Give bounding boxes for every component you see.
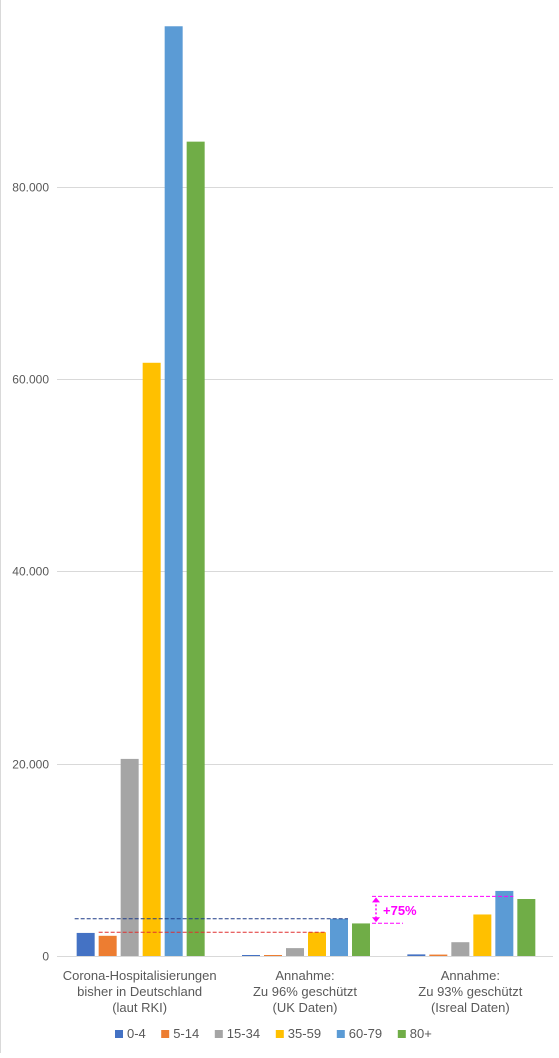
bar bbox=[286, 948, 304, 956]
bar bbox=[308, 932, 326, 956]
bar bbox=[186, 141, 205, 957]
bar bbox=[517, 898, 536, 956]
bar bbox=[242, 955, 260, 956]
legend: 0-4 5-14 15-34 35-59 60-79 80+ bbox=[115, 1026, 432, 1041]
bars bbox=[76, 26, 536, 957]
bar bbox=[330, 918, 348, 956]
y-tick-label: 20.000 bbox=[12, 758, 49, 772]
annotation-label: +75% bbox=[383, 903, 417, 918]
y-tick-label: 60.000 bbox=[12, 373, 49, 387]
legend-label: 35-59 bbox=[288, 1026, 321, 1041]
y-axis-tick-labels: 0 20.000 40.000 60.000 80.000 bbox=[12, 181, 49, 964]
bar bbox=[429, 954, 448, 956]
legend-swatch bbox=[275, 1030, 284, 1038]
legend-label: 5-14 bbox=[173, 1026, 199, 1041]
bar bbox=[120, 758, 139, 956]
bar bbox=[264, 955, 282, 956]
y-tick-label: 0 bbox=[42, 950, 49, 964]
bar bbox=[98, 935, 117, 956]
legend-label: 60-79 bbox=[349, 1026, 382, 1041]
reference-lines bbox=[74, 895, 514, 933]
legend-label: 15-34 bbox=[227, 1026, 260, 1041]
x-category-label: Annahme: Zu 93% geschützt (Isreal Daten) bbox=[418, 968, 522, 1015]
bar bbox=[142, 362, 161, 956]
legend-swatch bbox=[397, 1030, 406, 1038]
bar bbox=[352, 923, 370, 956]
bar bbox=[76, 932, 95, 956]
gridlines bbox=[57, 187, 553, 765]
legend-swatch bbox=[336, 1030, 345, 1038]
legend-swatch bbox=[115, 1030, 123, 1038]
bar bbox=[164, 26, 183, 957]
legend-swatch bbox=[214, 1030, 223, 1038]
bar bbox=[495, 890, 514, 956]
annotation-arrowhead-up bbox=[372, 897, 380, 903]
x-category-label: Corona-Hospitalisierungen bisher in Deuts… bbox=[63, 968, 217, 1015]
legend-swatch bbox=[161, 1030, 170, 1038]
y-tick-label: 80.000 bbox=[12, 181, 49, 195]
legend-label: 0-4 bbox=[127, 1026, 146, 1041]
x-axis-category-labels: Corona-Hospitalisierungen bisher in Deuts… bbox=[63, 968, 523, 1015]
bar bbox=[451, 942, 470, 956]
legend-label: 80+ bbox=[410, 1026, 432, 1041]
annotation-arrowhead-down bbox=[372, 917, 380, 923]
x-category-label: Annahme: Zu 96% geschützt (UK Daten) bbox=[253, 968, 357, 1015]
bar bbox=[407, 954, 426, 956]
annotations: +75% bbox=[372, 897, 417, 923]
y-tick-label: 40.000 bbox=[12, 565, 49, 579]
bar bbox=[473, 914, 492, 956]
